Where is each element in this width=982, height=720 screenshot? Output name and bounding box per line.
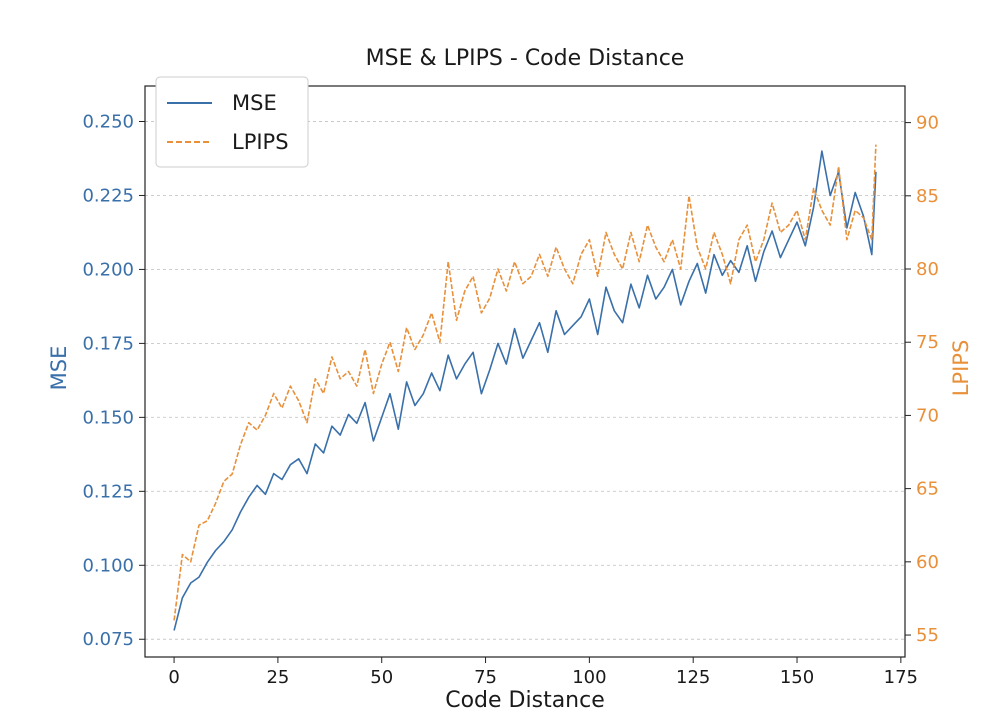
x-tick-label: 150 (780, 667, 814, 688)
legend: MSE LPIPS (155, 76, 309, 168)
plot-frame (144, 85, 906, 658)
left-y-axis-ticks: 0.075 0.100 0.125 0.150 0.175 0.200 0.225 0.250 (82, 112, 145, 650)
x-tick-label: 50 (370, 667, 393, 688)
left-y-tick-label: 0.150 (82, 407, 134, 428)
left-y-axis-label: MSE (47, 346, 71, 391)
left-y-tick-label: 0.225 (82, 185, 134, 206)
right-y-tick-label: 85 (916, 186, 939, 207)
x-tick-label: 25 (266, 667, 289, 688)
x-tick-label: 100 (572, 667, 606, 688)
right-y-tick-label: 80 (916, 259, 939, 280)
series-lines (173, 144, 877, 631)
x-axis-ticks: 0 25 50 75 100 125 150 175 (168, 657, 918, 688)
right-y-axis-label: LPIPS (949, 340, 973, 397)
series-line-mse (173, 150, 877, 631)
right-y-tick-label: 55 (916, 625, 939, 646)
x-tick-label: 0 (168, 667, 179, 688)
chart-title: MSE & LPIPS - Code Distance (366, 46, 685, 71)
x-axis-label: Code Distance (445, 688, 605, 713)
right-y-tick-label: 65 (916, 479, 939, 500)
legend-label-mse: MSE (232, 91, 277, 115)
x-tick-label: 75 (474, 667, 497, 688)
left-y-tick-label: 0.200 (82, 259, 134, 280)
right-y-tick-label: 90 (916, 113, 939, 134)
x-tick-label: 175 (884, 667, 918, 688)
legend-box (155, 76, 309, 168)
legend-label-lpips: LPIPS (232, 130, 289, 154)
right-y-tick-label: 70 (916, 405, 939, 426)
right-y-tick-label: 75 (916, 332, 939, 353)
left-y-tick-label: 0.175 (82, 333, 134, 354)
left-y-tick-label: 0.250 (82, 112, 134, 133)
series-line-lpips (173, 144, 877, 621)
right-y-axis-ticks: 55 60 65 70 75 80 85 90 (905, 113, 939, 646)
x-tick-label: 125 (676, 667, 710, 688)
left-y-tick-label: 0.075 (82, 629, 134, 650)
gridlines (145, 121, 905, 640)
left-y-tick-label: 0.100 (82, 555, 134, 576)
left-y-tick-label: 0.125 (82, 481, 134, 502)
right-y-tick-label: 60 (916, 552, 939, 573)
